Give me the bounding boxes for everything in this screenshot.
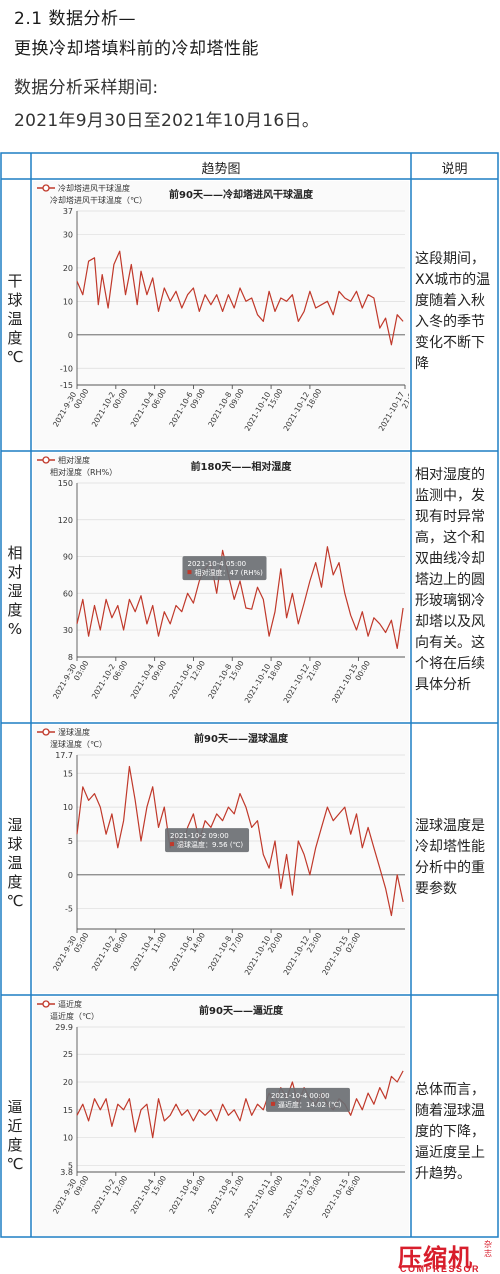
tooltip-swatch [170,842,175,847]
tooltip-value: 相对湿度：47 (RH%) [195,568,264,577]
tooltip-swatch [270,1101,275,1106]
legend-label: 逼近度 [58,999,82,1009]
tooltip-date: 2021-10-4 05:00 [188,560,247,568]
trend-table: 趋势图 说明 干球温度 ℃ 相对湿度% 湿球温度 ℃ 逼近度 ℃ 这段期间，XX城市的… [0,152,500,1238]
legend-marker-icon [42,1000,50,1008]
tooltip-date: 2021-10-4 00:00 [271,1092,330,1100]
row-desc-approach: 总体而言，随着湿球温度的下降，逼近度呈上升趋势。 [415,1082,485,1182]
chart-title: 前90天——冷却塔进风干球温度 [169,188,314,201]
chart-background [33,181,409,449]
y-tick-label: 5 [68,837,73,846]
row-label-dry-bulb: 干球温度 ℃ [6,272,24,366]
y-axis-label: 湿球温度（℃） [50,739,107,749]
y-tick-label: -5 [65,905,73,914]
series-line [76,250,404,346]
y-tick-label: 25 [63,1050,73,1059]
y-tick-label: 3.8 [60,1168,73,1177]
row-desc-wet-bulb: 湿球温度是冷却塔性能分析中的重要参数 [415,818,485,897]
y-tick-label: -10 [60,364,73,373]
y-tick-label: 10 [63,297,73,306]
y-tick-label: 60 [63,589,73,598]
section-heading-line2: 更换冷却塔填料前的冷却塔性能 [14,39,259,59]
y-tick-label: 17.7 [55,751,73,760]
period-value: 2021年9月30日至2021年10月16日。 [14,111,320,131]
row-label-approach: 逼近度 ℃ [6,1098,24,1173]
brand-name-cn: 压缩机 [398,1244,473,1272]
brand-magazine: 杂志 [484,1240,492,1258]
y-tick-label: 0 [68,331,73,340]
tooltip-box [182,556,267,581]
column-header-desc: 说明 [441,162,468,177]
y-axis-label: 逼近度（℃） [50,1011,99,1021]
tooltip-value: 湿球温度：9.56 (℃) [177,840,243,849]
y-tick-label: 8 [68,653,73,662]
y-tick-label: 150 [58,479,73,488]
row-desc-dry-bulb: 这段期间，XX城市的温度随着入秋入冬的季节变化不断下降 [415,251,491,372]
table-grid [0,152,499,1238]
y-tick-label: 20 [63,264,73,273]
chart-title: 前180天——相对湿度 [191,460,293,473]
tooltip-box [265,1087,350,1112]
tooltip-value: 逼近度：14.02 (℃) [278,1100,342,1109]
brand-name-en: COMPRESSOR [400,1264,481,1274]
brand-logo: 压缩机 COMPRESSOR 杂志 [398,1238,500,1274]
y-tick-label: 29.9 [55,1023,73,1032]
y-tick-label: 15 [63,1106,73,1115]
legend-marker-icon [42,184,50,192]
y-tick-label: 120 [58,516,73,525]
chart-background [33,725,409,993]
y-tick-label: 5 [68,1161,73,1170]
tooltip-box [165,828,250,853]
y-tick-label: 0 [68,871,73,880]
y-tick-label: 10 [63,803,73,812]
period-label: 数据分析采样期间: [14,78,159,98]
chart-background [33,453,409,721]
row-label-wet-bulb: 湿球温度 ℃ [6,816,24,910]
tooltip-date: 2021-10-2 09:00 [170,832,229,840]
section-heading-line1: 2.1 数据分析— [14,9,136,29]
chart-title: 前90天——逼近度 [199,1004,284,1017]
column-header-trend: 趋势图 [201,162,241,177]
legend-label: 相对湿度 [58,455,90,465]
series-line [76,546,404,649]
chart-title: 前90天——湿球温度 [194,732,289,745]
tooltip-swatch [187,570,192,575]
y-tick-label: 37 [63,207,73,216]
y-tick-label: 10 [63,1134,73,1143]
legend-label: 湿球温度 [58,727,90,737]
y-tick-label: 30 [63,230,73,239]
legend-marker-icon [42,456,50,464]
y-tick-label: 90 [63,553,73,562]
y-tick-label: 30 [63,626,73,635]
y-tick-label: -15 [60,381,73,390]
y-tick-label: 20 [63,1078,73,1087]
series-line [76,765,404,917]
y-axis-label: 冷却塔进风干球温度（℃） [50,195,147,205]
y-axis-label: 相对湿度（RH%） [50,467,117,477]
row-desc-humidity: 相对湿度的监测中，发现有时异常高，这个和双曲线冷却塔边上的圆形玻璃钢冷却塔以及风… [415,467,485,693]
x-tick-time: 21:00 [400,387,409,410]
legend-marker-icon [42,728,50,736]
chart-background [33,997,409,1236]
legend-label: 冷却塔进风干球温度 [58,183,130,193]
y-tick-label: 15 [63,769,73,778]
row-label-humidity: 相对湿度% [7,544,23,638]
